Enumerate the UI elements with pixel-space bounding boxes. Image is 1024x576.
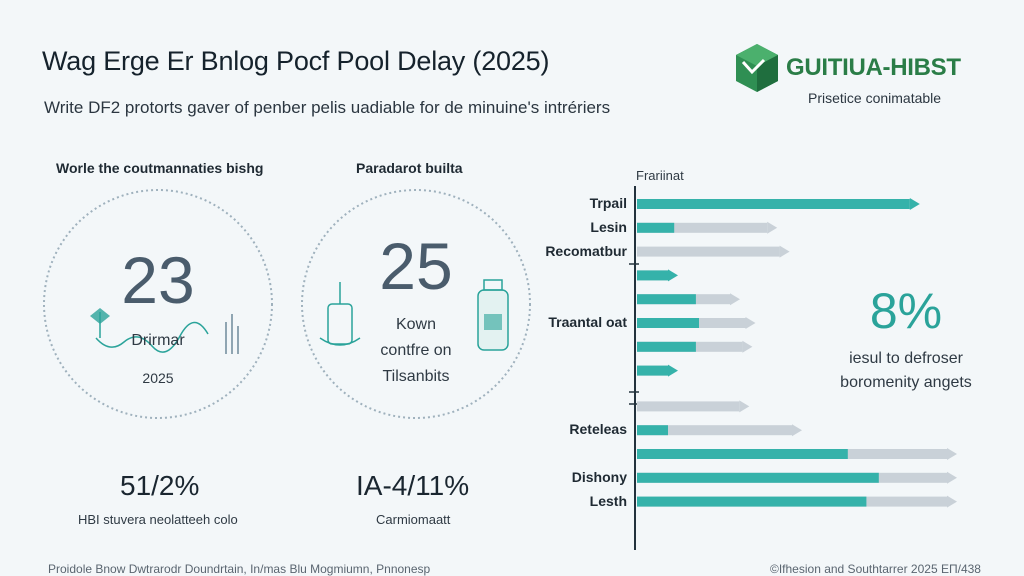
brand-name: GUITIUA-HIBST — [786, 54, 961, 81]
kpi-line-2: boromenity angets — [840, 374, 972, 391]
dotted-ring-icon — [43, 189, 273, 419]
panel-1-ring: 23 Drirmar 2025 — [40, 186, 276, 422]
panel-2-line-3: Tilsanbits — [382, 368, 450, 385]
footer-source: Proidole Bnow Dwtrarodr Doundrtain, In/m… — [48, 562, 431, 576]
bar-chart-svg — [629, 186, 957, 550]
bar-chart: Frariinat Trpail Lesin Recomatbur Traantal … — [540, 160, 1010, 560]
bar-arrowhead — [792, 424, 802, 437]
bar-category-label: Reteleas — [569, 421, 627, 438]
panel-1-number: 23 — [121, 243, 195, 317]
dotted-ring-icon — [301, 189, 531, 419]
bar-category-label: Lesin — [590, 218, 627, 235]
bar-category-label: Recomatbur — [545, 242, 627, 259]
bar-track — [637, 401, 740, 412]
bar — [637, 425, 668, 436]
bar-category-label: Lesth — [589, 492, 627, 509]
panel-2-line-2: contfre on — [380, 342, 452, 359]
panel-1-line-2: 2025 — [142, 370, 174, 386]
cube-logo-icon — [736, 44, 778, 92]
bar-arrowhead — [668, 269, 678, 282]
bar-arrowhead — [730, 293, 740, 306]
bar-arrowhead — [739, 400, 750, 413]
bar-arrowhead — [947, 471, 957, 484]
panel-1-percent-label: HBI stuvera neolatteeh colo — [78, 512, 238, 527]
bar — [637, 449, 848, 459]
bar — [637, 496, 867, 507]
bar-arrowhead — [947, 448, 957, 460]
bar-arrowhead — [909, 198, 920, 210]
panel-2-percent-label: Carmiomaatt — [376, 512, 451, 527]
bar-track — [637, 246, 780, 257]
bar-arrowhead — [742, 340, 753, 353]
bar-category-label: Trpail — [589, 195, 627, 211]
bar — [637, 294, 696, 305]
bar-arrowhead — [779, 245, 790, 258]
panel-2-percent: IA-4/11% — [356, 470, 470, 501]
bar-arrowhead — [767, 221, 778, 234]
panel-2-ring: 25 Kown contfre on Tilsanbits — [298, 186, 534, 422]
bar-track — [637, 222, 768, 233]
panel-1-heading: Worle the coutmannaties bishg — [56, 160, 264, 176]
panel-2-number: 25 — [379, 229, 453, 303]
kpi-line-1: iesul to defroser — [849, 350, 963, 367]
bar-category-label: Dishony — [571, 468, 627, 485]
bar — [637, 199, 910, 209]
bar-arrowhead — [668, 364, 678, 377]
panel-2-line-1: Kown — [395, 316, 437, 333]
bar — [637, 341, 696, 352]
bar — [637, 318, 699, 328]
page-title: Wag Erge Er Bnlog Pocf Pool Delay (2025) — [42, 46, 550, 76]
panel-2-heading: Paradarot builta — [356, 160, 463, 176]
bar — [637, 365, 668, 376]
panel-1-line-1: Drirmar — [131, 332, 185, 349]
brand-logo: GUITIUA-HIBST Prisetice conimatable — [730, 40, 970, 110]
bar — [637, 222, 675, 233]
bar — [637, 270, 668, 281]
bar-arrowhead — [947, 495, 957, 508]
chart-axis-title: Frariinat — [636, 168, 684, 183]
page-subtitle: Write DF2 protorts gaver of penber pelis… — [44, 98, 611, 117]
bar-category-label: Traantal oat — [548, 314, 627, 330]
kpi-value: 8% — [869, 283, 943, 339]
bar-track — [637, 425, 792, 436]
footer-copyright: ©Ifhesion and Southtarrer 2025 ΕΠ/438 — [770, 562, 981, 576]
panel-1-percent: 51/2% — [120, 470, 200, 501]
brand-tagline: Prisetice conimatable — [808, 90, 942, 106]
bar-arrowhead — [745, 317, 756, 329]
bar — [637, 472, 879, 483]
